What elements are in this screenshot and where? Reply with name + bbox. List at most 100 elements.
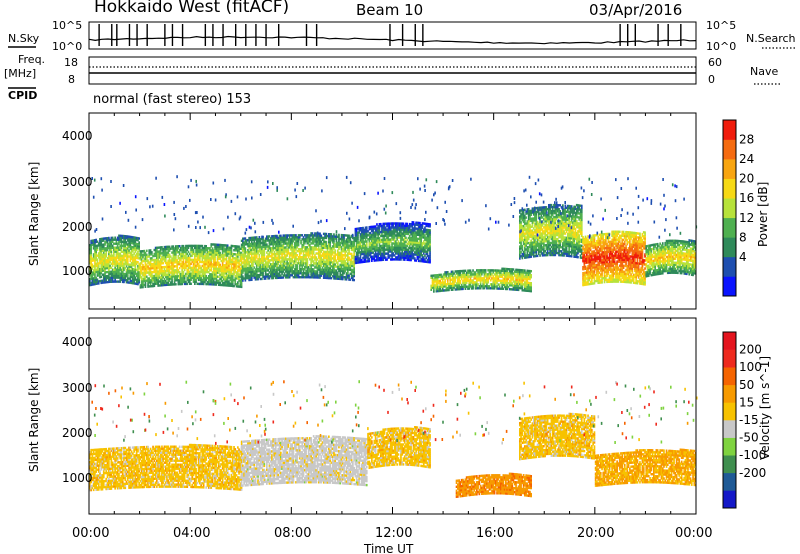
scatter-cell	[153, 268, 156, 272]
scatter-cell	[128, 281, 130, 284]
scatter-cell	[134, 268, 137, 271]
scatter-cell	[108, 244, 110, 248]
scatter-cell	[132, 274, 134, 277]
scatter-cell	[176, 267, 178, 270]
scatter-cell	[138, 249, 140, 252]
scatter-cell	[178, 266, 181, 270]
scatter-cell	[91, 263, 94, 266]
scatter-cell	[114, 280, 116, 283]
scatter-cell	[154, 248, 157, 252]
scatter-cell	[104, 241, 106, 244]
scatter-cell	[180, 262, 182, 266]
scatter-cell	[151, 277, 153, 280]
scatter-cell	[143, 283, 146, 287]
scatter-cell	[126, 273, 129, 276]
scatter-cell	[130, 261, 133, 265]
scatter-cell	[114, 236, 116, 239]
scatter-cell	[126, 245, 129, 248]
scatter-cell	[158, 284, 161, 287]
scatter-cell	[91, 271, 94, 274]
scatter-cell	[149, 257, 152, 260]
scatter-cell	[172, 245, 175, 248]
scatter-cell	[133, 244, 135, 247]
scatter-cell	[114, 278, 116, 281]
scatter-cell	[130, 235, 133, 239]
scatter-cell	[106, 262, 109, 266]
scatter-cell	[109, 266, 111, 270]
scatter-cell	[101, 269, 104, 272]
scatter-cell	[157, 256, 159, 259]
scatter-cell	[91, 279, 94, 282]
scatter-cell	[110, 274, 113, 277]
scatter-cell	[101, 281, 104, 284]
scatter-cell	[182, 262, 185, 266]
scatter-cell	[104, 267, 106, 270]
scatter-cell	[123, 236, 125, 240]
scatter-cell	[181, 252, 183, 256]
scatter-cell	[123, 248, 125, 252]
scatter-cell	[140, 282, 143, 285]
scatter-cell	[126, 235, 129, 238]
scatter-cell	[120, 238, 123, 242]
scatter-cell	[156, 268, 158, 271]
scatter-cell	[133, 278, 135, 281]
scatter-cell	[126, 243, 129, 246]
scatter-cell	[89, 282, 91, 285]
scatter-cell	[139, 256, 142, 259]
scatter-cell	[158, 246, 161, 249]
scatter-cell	[124, 241, 127, 244]
scatter-cell	[114, 250, 116, 253]
scatter-cell	[154, 262, 157, 266]
scatter-cell	[168, 279, 171, 282]
scatter-cell	[104, 243, 106, 246]
scatter-cell	[129, 243, 132, 246]
scatter-cell	[126, 263, 129, 266]
scatter-cell	[129, 257, 132, 260]
scatter-cell	[111, 278, 114, 281]
scatter-cell	[133, 280, 135, 283]
scatter-cell	[119, 272, 122, 275]
scatter-cell	[149, 253, 152, 256]
scatter-cell	[130, 237, 133, 241]
scatter-cell	[115, 258, 118, 261]
scatter-cell	[171, 259, 173, 262]
scatter-cell	[121, 272, 124, 276]
scatter-cell	[163, 255, 166, 259]
scatter-cell	[178, 261, 181, 264]
scatter-cell	[94, 266, 96, 270]
scatter-cell	[139, 284, 142, 287]
scatter-cell	[226, 244, 229, 247]
scatter-cell	[161, 276, 163, 279]
scatter-cell	[153, 270, 156, 274]
scatter-cell	[180, 278, 182, 282]
scatter-cell	[97, 242, 100, 245]
scatter-cell	[132, 254, 134, 257]
scatter-cell	[164, 249, 167, 253]
scatter-cell	[97, 256, 100, 259]
scatter-cell	[100, 267, 103, 271]
scatter-cell	[177, 271, 180, 274]
scatter-cell	[182, 274, 185, 278]
scatter-cell	[158, 252, 161, 255]
scatter-cell	[405, 236, 407, 239]
scatter-cell	[101, 245, 104, 248]
scatter-cell	[133, 270, 135, 273]
scatter-cell	[121, 262, 124, 266]
scatter-cell	[154, 280, 157, 283]
scatter-cell	[96, 240, 99, 243]
scatter-cell	[139, 252, 142, 255]
scatter-cell	[178, 270, 181, 274]
scatter-cell	[158, 260, 161, 263]
scatter-cell	[163, 265, 166, 269]
scatter-cell	[158, 272, 161, 275]
scatter-cell	[162, 276, 164, 279]
scatter-cell	[137, 280, 139, 284]
scatter-cell	[175, 277, 177, 280]
scatter-cell	[149, 275, 152, 278]
scatter-cell	[166, 247, 168, 251]
scatter-cell	[144, 281, 147, 284]
scatter-cell	[182, 250, 185, 254]
scatter-cell	[100, 253, 103, 257]
scatter-cell	[121, 234, 124, 238]
scatter-cell	[161, 258, 163, 261]
